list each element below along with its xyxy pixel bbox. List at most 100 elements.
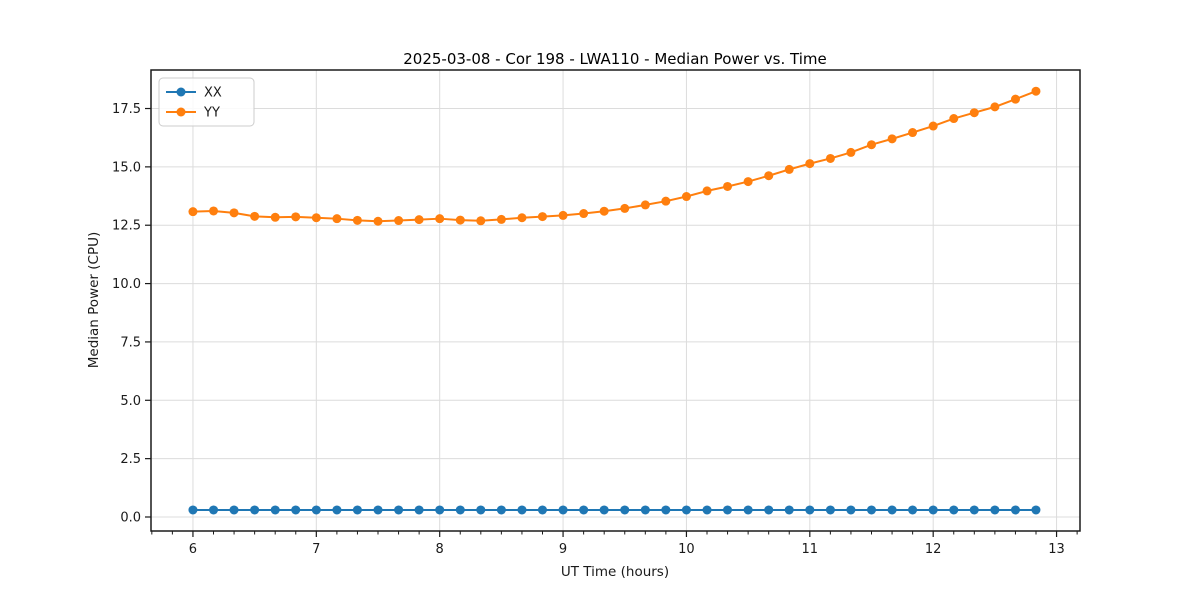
data-point-yy bbox=[414, 215, 424, 225]
data-point-yy bbox=[476, 216, 486, 226]
y-tick-label: 5.0 bbox=[120, 394, 141, 409]
gridlines bbox=[151, 70, 1080, 531]
y-tick-label: 15.0 bbox=[112, 160, 141, 175]
data-point-xx bbox=[352, 505, 362, 515]
data-point-yy bbox=[517, 213, 527, 223]
data-point-yy bbox=[825, 153, 835, 163]
data-point-yy bbox=[579, 209, 589, 219]
data-point-yy bbox=[1010, 94, 1020, 104]
x-tick-label: 13 bbox=[1048, 542, 1065, 557]
data-point-xx bbox=[435, 505, 445, 515]
data-point-xx bbox=[764, 505, 774, 515]
data-point-xx bbox=[702, 505, 712, 515]
data-point-yy bbox=[270, 212, 280, 222]
data-point-xx bbox=[270, 505, 280, 515]
data-point-xx bbox=[1010, 505, 1020, 515]
legend-marker bbox=[176, 87, 186, 97]
data-point-yy bbox=[435, 214, 445, 224]
data-point-yy bbox=[1031, 86, 1041, 96]
data-point-yy bbox=[599, 206, 609, 216]
data-point-xx bbox=[311, 505, 321, 515]
data-point-xx bbox=[558, 505, 568, 515]
data-point-xx bbox=[1031, 505, 1041, 515]
data-point-yy bbox=[209, 206, 219, 216]
legend-label: XX bbox=[204, 86, 222, 101]
x-tick-label: 8 bbox=[436, 542, 444, 557]
data-point-xx bbox=[620, 505, 630, 515]
data-point-xx bbox=[188, 505, 198, 515]
x-major-ticks bbox=[192, 531, 1058, 537]
data-point-yy bbox=[990, 102, 1000, 112]
legend-marker bbox=[176, 107, 186, 117]
data-point-yy bbox=[250, 211, 260, 221]
data-point-xx bbox=[928, 505, 938, 515]
y-major-ticks bbox=[145, 107, 151, 518]
data-point-xx bbox=[476, 505, 486, 515]
data-point-yy bbox=[784, 164, 794, 174]
x-tick-label: 11 bbox=[802, 542, 819, 557]
data-point-yy bbox=[188, 207, 198, 217]
data-point-yy bbox=[866, 140, 876, 150]
data-point-yy bbox=[723, 181, 733, 191]
data-point-yy bbox=[846, 147, 856, 157]
data-point-yy bbox=[496, 214, 506, 224]
plot-border bbox=[150, 69, 1081, 532]
data-point-xx bbox=[414, 505, 424, 515]
data-point-xx bbox=[229, 505, 239, 515]
data-point-xx bbox=[455, 505, 465, 515]
data-point-yy bbox=[887, 134, 897, 144]
x-tick-labels: 6 7 8 9 10 11 12 13 bbox=[189, 542, 1065, 557]
data-point-yy bbox=[805, 159, 815, 169]
data-point-yy bbox=[455, 215, 465, 225]
x-axis-label: UT Time (hours) bbox=[561, 564, 669, 580]
legend-item-yy: YY bbox=[166, 106, 220, 121]
data-point-yy bbox=[558, 210, 568, 220]
series-xx bbox=[188, 505, 1041, 515]
data-point-xx bbox=[599, 505, 609, 515]
y-tick-label: 10.0 bbox=[112, 277, 141, 292]
data-point-yy bbox=[908, 128, 918, 138]
data-point-yy bbox=[969, 108, 979, 118]
data-point-yy bbox=[681, 192, 691, 202]
data-point-yy bbox=[352, 215, 362, 225]
data-point-yy bbox=[311, 213, 321, 223]
x-tick-label: 9 bbox=[559, 542, 567, 557]
data-point-yy bbox=[661, 196, 671, 206]
data-point-xx bbox=[661, 505, 671, 515]
data-point-xx bbox=[496, 505, 506, 515]
data-point-xx bbox=[209, 505, 219, 515]
data-point-yy bbox=[702, 186, 712, 196]
data-point-yy bbox=[537, 212, 547, 222]
data-point-yy bbox=[928, 121, 938, 131]
data-point-xx bbox=[846, 505, 856, 515]
data-point-xx bbox=[784, 505, 794, 515]
data-point-yy bbox=[620, 203, 630, 213]
y-tick-label: 0.0 bbox=[120, 510, 141, 525]
x-tick-label: 7 bbox=[312, 542, 320, 557]
data-point-yy bbox=[291, 212, 301, 222]
chart-title: 2025-03-08 - Cor 198 - LWA110 - Median P… bbox=[403, 50, 827, 68]
data-point-xx bbox=[332, 505, 342, 515]
data-point-xx bbox=[908, 505, 918, 515]
data-point-xx bbox=[825, 505, 835, 515]
data-point-xx bbox=[990, 505, 1000, 515]
y-tick-labels: 0.0 2.5 5.0 7.5 10.0 12.5 15.0 17.5 bbox=[112, 102, 141, 525]
data-point-xx bbox=[250, 505, 260, 515]
data-point-yy bbox=[394, 216, 404, 226]
data-point-xx bbox=[537, 505, 547, 515]
data-point-xx bbox=[394, 505, 404, 515]
x-tick-label: 6 bbox=[189, 542, 197, 557]
data-point-yy bbox=[640, 200, 650, 210]
y-tick-label: 12.5 bbox=[112, 219, 141, 234]
y-tick-label: 17.5 bbox=[112, 102, 141, 117]
data-point-yy bbox=[949, 114, 959, 124]
y-tick-label: 7.5 bbox=[120, 335, 141, 350]
x-minor-ticks bbox=[151, 531, 1078, 535]
x-tick-label: 12 bbox=[925, 542, 942, 557]
y-axis-label: Median Power (CPU) bbox=[86, 232, 102, 368]
data-point-xx bbox=[681, 505, 691, 515]
data-point-xx bbox=[517, 505, 527, 515]
data-point-xx bbox=[949, 505, 959, 515]
